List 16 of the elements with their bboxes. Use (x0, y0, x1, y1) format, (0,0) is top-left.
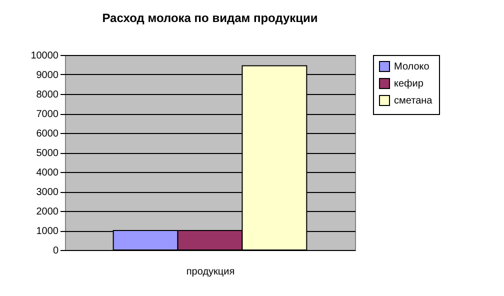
y-tick-label: 4000 (36, 168, 59, 178)
x-axis-title: продукция (186, 266, 235, 278)
y-tick-label: 9000 (36, 70, 59, 81)
y-tick-label: 3000 (36, 187, 59, 198)
y-tick-label: 7000 (36, 109, 59, 120)
legend-label: сметана (394, 96, 433, 106)
y-tick-label: 1000 (36, 226, 59, 237)
y-tick-label: 2000 (36, 206, 59, 218)
legend-label: Молоко (394, 62, 430, 72)
y-tick-label: 5000 (36, 148, 59, 159)
y-tick-label: 6000 (36, 128, 59, 140)
legend-label: кефир (394, 78, 424, 90)
y-tick-label: 10000 (30, 50, 59, 62)
chart-title: Расход молока по видам продукции (102, 11, 318, 25)
y-tick-label: 8000 (36, 90, 59, 100)
y-tick-label: 0 (52, 246, 59, 256)
